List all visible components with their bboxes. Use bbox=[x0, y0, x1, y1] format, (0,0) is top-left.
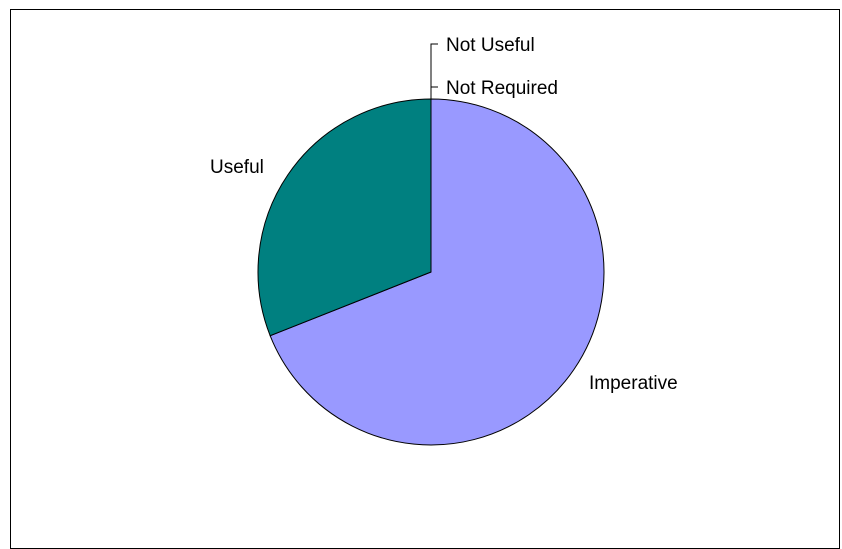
slice-label-imperative: Imperative bbox=[589, 373, 678, 394]
leader-line-not-useful bbox=[430, 43, 438, 99]
pie-slices bbox=[257, 98, 605, 446]
slice-label-not-useful: Not Useful bbox=[446, 35, 535, 56]
slice-label-not-required: Not Required bbox=[446, 78, 558, 99]
pie-slice-useful bbox=[257, 98, 432, 337]
slice-label-useful: Useful bbox=[210, 157, 264, 178]
pie-labels: Imperative Useful Not Required Not Usefu… bbox=[210, 35, 678, 394]
label-leader-lines bbox=[430, 43, 438, 99]
pie-slice-imperative bbox=[269, 98, 605, 446]
